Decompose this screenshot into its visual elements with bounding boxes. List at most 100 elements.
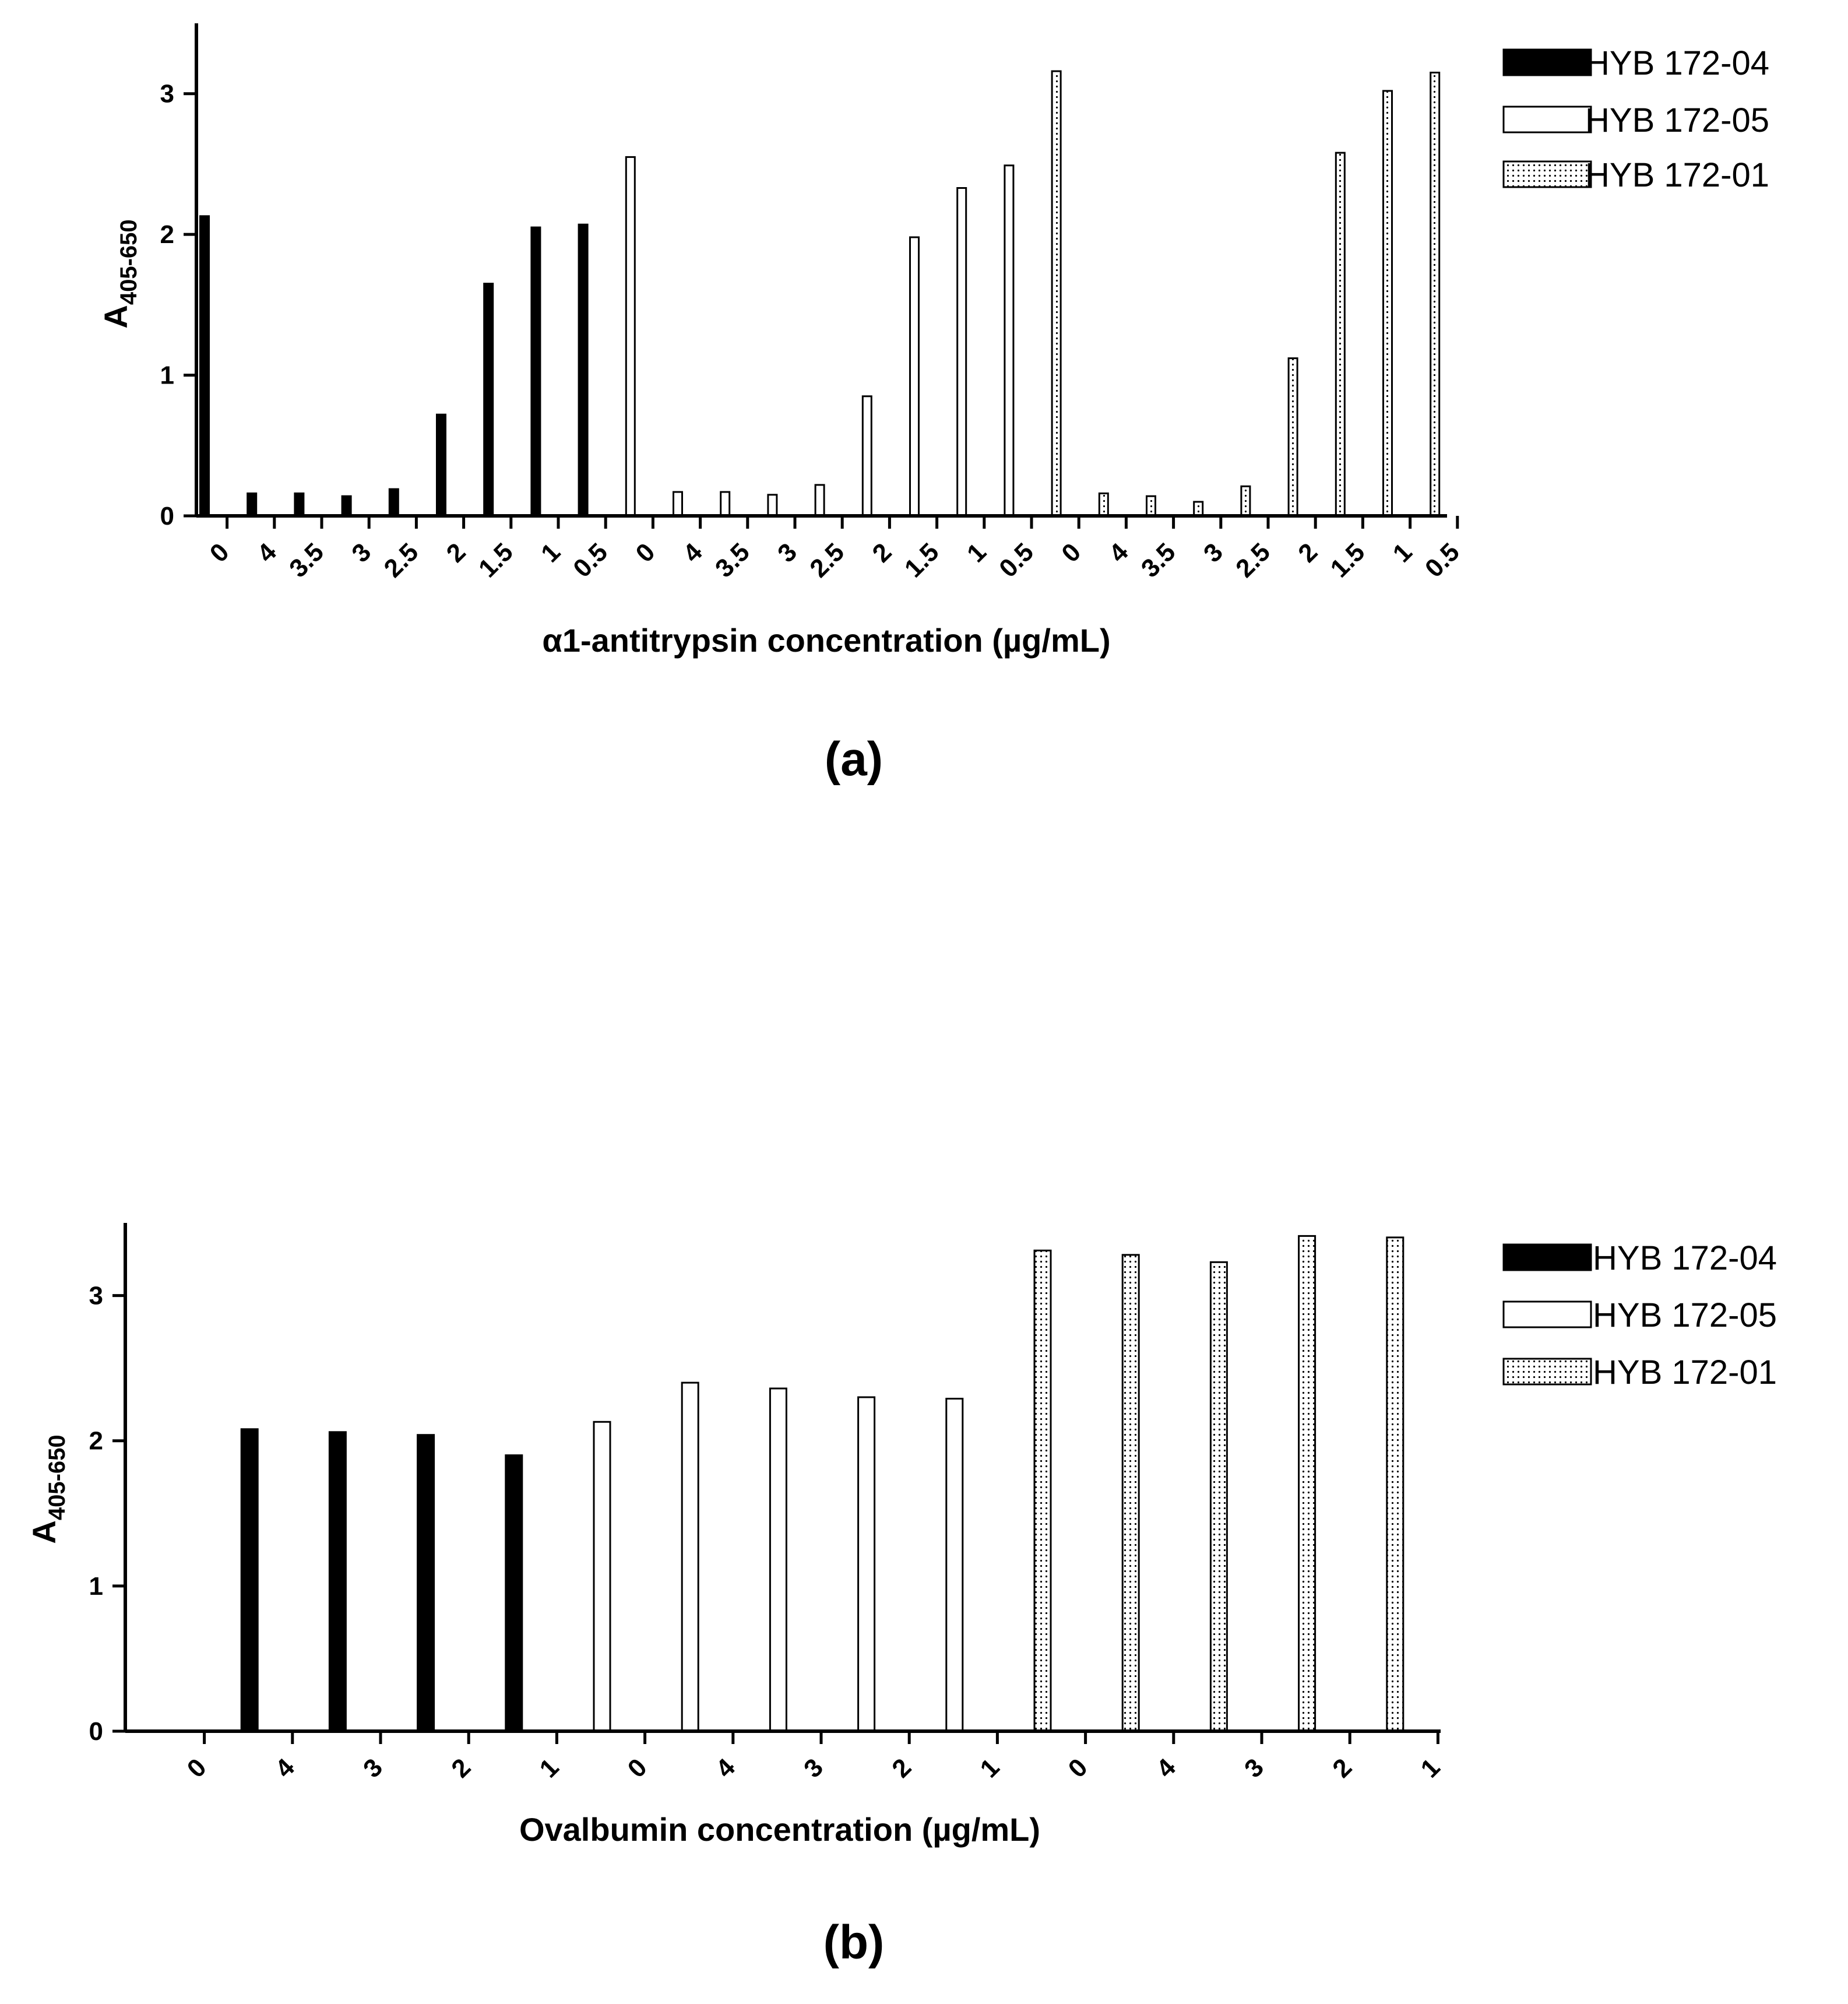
bar-b-s1-c8 <box>857 1396 876 1732</box>
bar-a-s1-c9 <box>625 156 636 517</box>
x-tick-label-a-21: 3 <box>1198 537 1229 568</box>
x-tick-label-b-2: 3 <box>358 1753 388 1783</box>
y-axis-title-main-a: A <box>97 305 134 328</box>
x-tick-label-b-6: 4 <box>710 1753 741 1783</box>
panel-label-b: (b) <box>823 1916 885 1969</box>
y-tick-label-a-1: 1 <box>160 361 174 390</box>
legend-label-a-2: HYB 172-01 <box>1585 156 1769 194</box>
bars-b <box>240 1235 1405 1732</box>
bar-b-s2-c10 <box>1033 1249 1052 1732</box>
x-tick-label-a-3: 3 <box>346 537 376 568</box>
bar-b-s0-c4 <box>505 1454 523 1732</box>
bar-a-s2-c19 <box>1098 492 1109 517</box>
bar-a-s0-c5 <box>436 413 446 517</box>
bar-a-s1-c13 <box>814 484 825 517</box>
x-tick-label-b-9: 1 <box>975 1753 1005 1783</box>
bar-b-s2-c12 <box>1209 1261 1228 1732</box>
x-tick-label-a-17: 0.5 <box>994 537 1039 583</box>
x-tick-label-a-9: 0 <box>631 537 661 568</box>
bar-a-s1-c12 <box>767 494 778 517</box>
panel-label-a: (a) <box>825 733 883 786</box>
bar-a-s2-c24 <box>1335 152 1346 517</box>
legend-label-a-0: HYB 172-04 <box>1585 44 1769 82</box>
x-tick-label-a-14: 2 <box>867 537 897 568</box>
x-tick-label-b-12: 3 <box>1239 1753 1269 1783</box>
bar-a-s2-c23 <box>1287 357 1298 517</box>
legend-swatch-solid-b <box>1502 1243 1592 1271</box>
x-tick-label-a-12: 3 <box>772 537 802 568</box>
bar-a-s0-c2 <box>294 492 305 517</box>
bar-a-s2-c25 <box>1382 90 1393 517</box>
x-tick-label-a-5: 2 <box>441 537 471 568</box>
y-tick-label-b-2: 2 <box>89 1427 103 1455</box>
x-tick-label-a-0: 0 <box>205 537 235 568</box>
x-tick-label-b-1: 4 <box>270 1753 300 1783</box>
legend-label-b-1: HYB 172-05 <box>1593 1296 1777 1334</box>
bar-b-s0-c3 <box>417 1434 435 1732</box>
y-axis-title-sub-a: 405-650 <box>116 219 142 305</box>
y-axis-title-sub-b: 405-650 <box>44 1435 70 1520</box>
bar-b-s0-c2 <box>328 1431 347 1732</box>
y-tick-label-b-3: 3 <box>89 1282 103 1310</box>
x-tick-label-a-6: 1.5 <box>473 537 519 583</box>
y-tick-label-b-1: 1 <box>89 1572 103 1601</box>
bar-b-s2-c14 <box>1386 1236 1405 1732</box>
x-tick-label-a-22: 2.5 <box>1230 537 1276 583</box>
x-tick-label-a-13: 2.5 <box>804 537 850 583</box>
bar-a-s1-c17 <box>1004 164 1015 517</box>
x-tick-label-a-10: 4 <box>678 537 708 568</box>
legend-swatch-open-b <box>1502 1300 1592 1328</box>
legend-swatch-open-a <box>1502 106 1592 133</box>
legend-swatch-dotted-a <box>1502 160 1592 188</box>
y-axis-title-main-b: A <box>26 1520 62 1544</box>
y-ticks-b: 0 1 2 3 <box>89 1282 125 1746</box>
x-tick-label-b-14: 1 <box>1416 1753 1446 1783</box>
x-tick-label-b-13: 2 <box>1327 1753 1357 1783</box>
chart-panel-b: 0 1 2 3 0 4 3 2 1 0 4 3 2 1 0 4 3 2 1 A405-650 Ovalbumin … <box>26 1223 1777 1969</box>
bar-b-s0-c1 <box>240 1428 259 1732</box>
y-ticks-a: 0 1 2 3 <box>160 80 196 530</box>
y-axis-title-a: A405-650 <box>97 219 142 328</box>
x-tick-label-a-18: 0 <box>1056 537 1086 568</box>
bar-a-s1-c16 <box>956 187 967 517</box>
x-tick-label-a-8: 0.5 <box>568 537 613 583</box>
x-tick-label-a-4: 2.5 <box>379 537 424 583</box>
bar-a-s0-c8 <box>578 223 589 517</box>
x-tick-label-a-16: 1 <box>962 537 992 568</box>
y-tick-label-a-0: 0 <box>160 502 174 530</box>
bar-a-s0-c6 <box>483 283 494 517</box>
bar-a-s2-c22 <box>1240 485 1251 517</box>
legend-label-a-1: HYB 172-05 <box>1585 101 1769 139</box>
bar-a-s2-c21 <box>1193 501 1204 517</box>
legend-label-b-0: HYB 172-04 <box>1593 1239 1777 1277</box>
bar-b-s1-c7 <box>769 1387 787 1732</box>
legend-swatch-dotted-b <box>1502 1358 1592 1386</box>
x-tick-label-b-7: 3 <box>798 1753 829 1783</box>
bar-a-s2-c20 <box>1146 495 1156 517</box>
x-tick-label-a-26: 0.5 <box>1420 537 1465 583</box>
bar-a-s1-c14 <box>861 395 872 517</box>
legend-label-b-2: HYB 172-01 <box>1593 1353 1777 1391</box>
bar-a-s0-c7 <box>530 226 541 517</box>
bar-a-s0-c0 <box>199 215 210 517</box>
y-tick-label-a-3: 3 <box>160 80 174 108</box>
x-tick-label-b-5: 0 <box>622 1753 653 1783</box>
bar-a-s1-c11 <box>720 491 731 517</box>
x-tick-label-b-0: 0 <box>182 1753 212 1783</box>
x-ticks-b: 0 4 3 2 1 0 4 3 2 1 0 4 3 2 1 <box>182 1731 1446 1783</box>
x-tick-label-b-11: 4 <box>1151 1753 1181 1783</box>
x-tick-label-b-4: 1 <box>534 1753 565 1783</box>
bar-b-s2-c11 <box>1121 1254 1140 1732</box>
bar-a-s2-c26 <box>1430 72 1441 517</box>
bar-a-s0-c4 <box>388 488 399 517</box>
x-axis-title-b: Ovalbumin concentration (µg/mL) <box>519 1811 1040 1848</box>
bars-a <box>199 70 1441 517</box>
bar-b-s1-c9 <box>945 1398 964 1732</box>
y-tick-label-a-2: 2 <box>160 220 174 249</box>
bar-b-s2-c13 <box>1298 1235 1317 1732</box>
x-ticks-a: 0 4 3.5 3 2.5 2 1.5 1 0.5 0 4 3.5 3 2.5 2 1.5 1 0.5 0 4 3.5 3… <box>205 516 1465 583</box>
x-tick-label-a-7: 1 <box>536 537 566 568</box>
legend-a: HYB 172-04 HYB 172-05 HYB 172-01 <box>1502 44 1769 194</box>
